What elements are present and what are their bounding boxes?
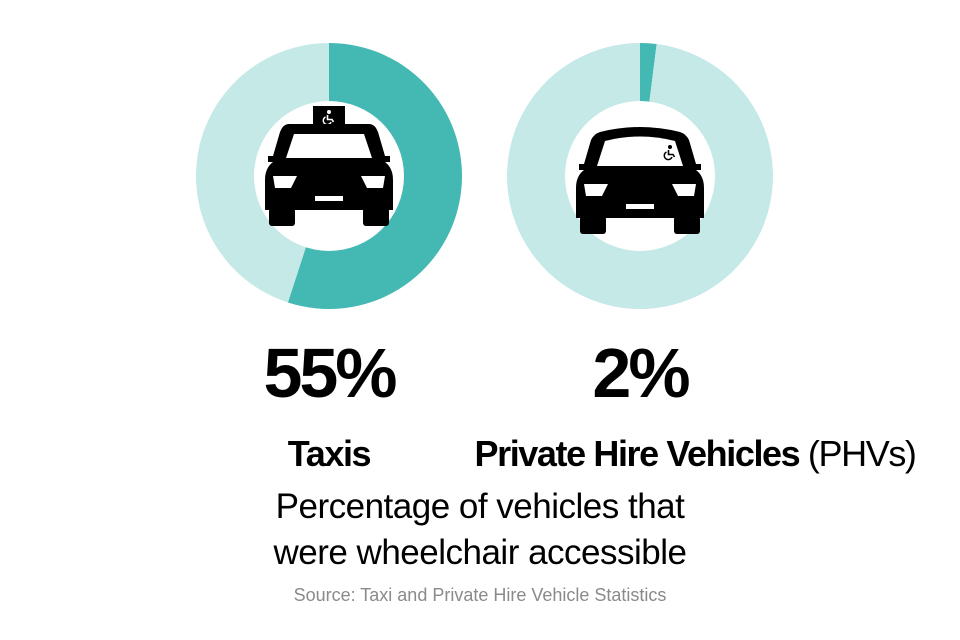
caption: Percentage of vehicles that were wheelch… (0, 484, 960, 576)
taxi-wheelchair-icon (265, 106, 393, 226)
car-wheelchair-icon (576, 127, 704, 234)
taxis-label: Taxis (217, 436, 441, 472)
phv-label: Private Hire Vehicles (PHVs) (440, 436, 950, 472)
phv-percentage: 2% (592, 334, 690, 412)
caption-line-2: were wheelchair accessible (273, 533, 687, 572)
taxis-donut (196, 43, 462, 309)
phv-donut (507, 43, 774, 310)
taxis-label-text: Taxis (287, 433, 372, 474)
donut-charts (196, 43, 774, 310)
phv-label-suffix: (PHVs) (807, 433, 917, 474)
caption-line-1: Percentage of vehicles that (275, 487, 685, 526)
source-note: Source: Taxi and Private Hire Vehicle St… (293, 585, 667, 605)
taxis-percentage: 55% (263, 334, 397, 412)
phv-label-text: Private Hire Vehicles (474, 433, 800, 474)
